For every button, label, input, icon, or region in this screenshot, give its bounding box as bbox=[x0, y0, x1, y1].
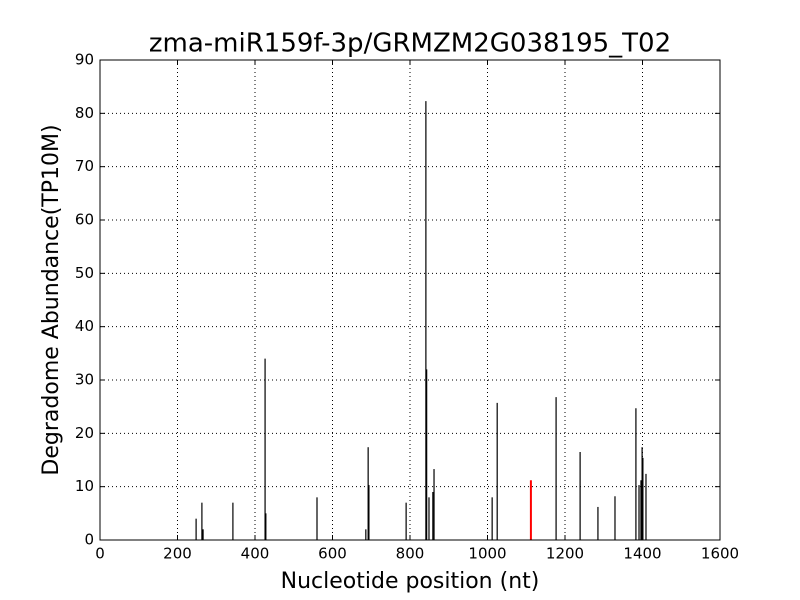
plot-frame bbox=[99, 59, 721, 541]
y-tick-label: 80 bbox=[75, 104, 94, 122]
x-tick-label: 1000 bbox=[468, 545, 506, 563]
x-axis-label: Nucleotide position (nt) bbox=[281, 569, 540, 594]
y-tick-label: 70 bbox=[75, 157, 94, 175]
x-tick-label: 400 bbox=[241, 545, 270, 563]
y-tick-label: 20 bbox=[75, 424, 94, 442]
chart-title: zma-miR159f-3p/GRMZM2G038195_T02 bbox=[149, 29, 671, 59]
y-tick-label: 40 bbox=[75, 317, 94, 335]
y-tick-label: 10 bbox=[75, 477, 94, 495]
y-tick-label: 90 bbox=[75, 51, 94, 69]
x-tick-label: 200 bbox=[163, 545, 192, 563]
x-tick-label: 600 bbox=[318, 545, 347, 563]
y-tick-label: 50 bbox=[75, 264, 94, 282]
x-tick-label: 1400 bbox=[623, 545, 661, 563]
x-tick-label: 0 bbox=[95, 545, 105, 563]
y-tick-label: 30 bbox=[75, 371, 94, 389]
x-tick-label: 800 bbox=[396, 545, 425, 563]
x-tick-label: 1600 bbox=[701, 545, 739, 563]
y-tick-label: 60 bbox=[75, 211, 94, 229]
x-tick-label: 1200 bbox=[546, 545, 584, 563]
y-axis-label: Degradome Abundance(TP10M) bbox=[39, 124, 64, 475]
y-tick-label: 0 bbox=[84, 531, 94, 549]
